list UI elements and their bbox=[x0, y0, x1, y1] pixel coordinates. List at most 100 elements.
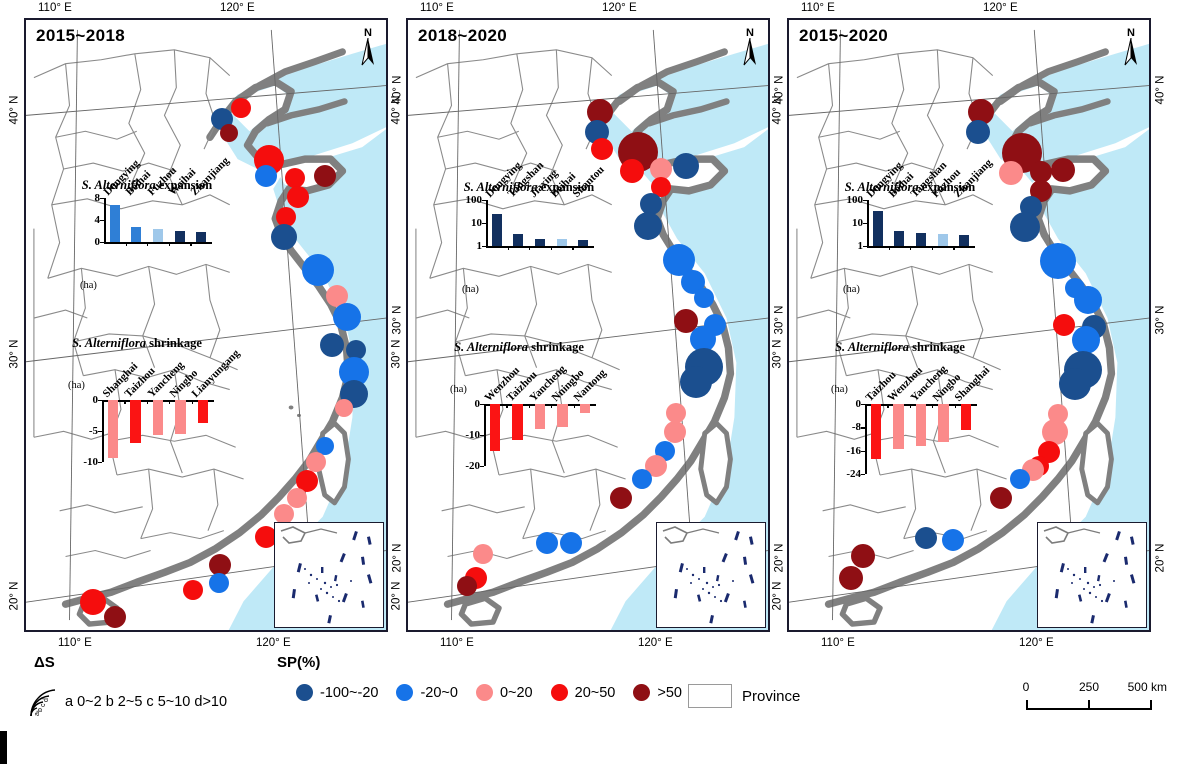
change-marker bbox=[560, 532, 582, 554]
sp-legend-swatch bbox=[475, 684, 493, 701]
change-marker bbox=[333, 303, 361, 331]
lat-label-right-40n: 40° N bbox=[1154, 75, 1167, 105]
y-tickmark bbox=[480, 435, 484, 437]
y-unit-label: (ha) bbox=[450, 384, 467, 395]
change-marker bbox=[209, 554, 231, 576]
y-tickmark bbox=[98, 462, 102, 464]
expansion-chart: S. Alterniflora expansion Dongying Beihai… bbox=[841, 157, 994, 295]
bar-shanghai bbox=[960, 404, 971, 431]
change-marker bbox=[255, 526, 277, 548]
lat-label-right-20n: 20° N bbox=[1154, 543, 1167, 573]
change-marker bbox=[851, 544, 875, 568]
change-marker bbox=[999, 161, 1023, 185]
y-unit-label: (ha) bbox=[80, 280, 97, 291]
y-tickmark bbox=[480, 404, 484, 406]
y-axis bbox=[104, 198, 106, 242]
y-tick: 100 bbox=[465, 194, 483, 206]
map-canvas[interactable]: 2015~2020 N S. Alterniflora expansion Do… bbox=[787, 18, 1151, 632]
bar-shanghai bbox=[108, 400, 119, 459]
map-canvas[interactable]: 2015~2018 N S. Alterniflora expansion Do… bbox=[24, 18, 388, 632]
y-tick: 0 bbox=[94, 236, 101, 248]
sp-legend-swatch bbox=[550, 684, 568, 701]
sp-legend-label: >50 bbox=[657, 684, 682, 701]
change-marker bbox=[1010, 212, 1040, 242]
y-axis bbox=[102, 400, 104, 462]
scale-bar-tick-label: 250 bbox=[1078, 680, 1100, 694]
lon-label-top-left: 110° E bbox=[38, 2, 72, 14]
y-tickmark bbox=[861, 450, 865, 453]
y-axis bbox=[867, 200, 869, 246]
change-marker bbox=[104, 606, 126, 628]
y-tickmark bbox=[863, 200, 867, 202]
change-marker bbox=[296, 470, 318, 492]
shrinkage-chart: S. Alterniflora shrinkage Shanghai Taizho… bbox=[66, 336, 242, 468]
change-marker bbox=[457, 576, 477, 596]
plot-area: 0 -10 -20 bbox=[465, 398, 596, 472]
south-china-sea-inset bbox=[1037, 522, 1147, 628]
y-tick: -24 bbox=[846, 468, 861, 480]
lat-label-left-20n: 20° N bbox=[771, 581, 784, 611]
bar-beihai bbox=[894, 230, 905, 246]
change-marker bbox=[673, 153, 699, 179]
map-canvas[interactable]: 2018~2020 N S. Alterniflora expansion Do… bbox=[406, 18, 770, 632]
bar-yancheng bbox=[534, 404, 546, 429]
lat-label-left-40n: 40° N bbox=[771, 95, 784, 125]
plot-area: 1 10 100 bbox=[847, 194, 975, 252]
y-tick: 8 bbox=[94, 192, 101, 204]
y-tick: 100 bbox=[846, 194, 864, 206]
y-tickmark bbox=[482, 200, 486, 202]
y-tickmark bbox=[863, 246, 867, 248]
bar-shantou bbox=[578, 240, 589, 246]
change-marker bbox=[335, 399, 353, 417]
change-marker bbox=[942, 529, 964, 551]
y-tickmark bbox=[861, 474, 865, 476]
chart-title: S. Alterniflora expansion bbox=[81, 178, 213, 192]
plot-area: 0 -8 -16 -24 bbox=[846, 398, 977, 480]
sp-legend-item: -20~0 bbox=[396, 684, 458, 701]
change-marker bbox=[966, 120, 990, 144]
bar-fuzhou bbox=[153, 228, 163, 242]
bar-wenzhou bbox=[490, 404, 501, 451]
y-unit-label: (ha) bbox=[843, 284, 860, 295]
bar-beihai bbox=[131, 227, 142, 242]
y-tickmark bbox=[480, 466, 484, 468]
sp-legend-label: -20~0 bbox=[420, 684, 458, 701]
sp-legend-item: >50 bbox=[633, 684, 682, 701]
y-tick: -5 bbox=[88, 425, 98, 437]
chart-title: S. Alterniflora shrinkage bbox=[835, 340, 965, 354]
svg-text:a: a bbox=[34, 712, 41, 716]
y-tick: 10 bbox=[471, 217, 482, 229]
bar-taizhou bbox=[871, 404, 882, 460]
change-marker bbox=[209, 573, 229, 593]
lon-label-top-right: 120° E bbox=[602, 2, 637, 14]
y-axis bbox=[865, 404, 867, 474]
province-label: Province bbox=[742, 687, 801, 705]
panel-2018-2020: 2018~2020 N S. Alterniflora expansion Do… bbox=[390, 2, 785, 649]
north-arrow-icon bbox=[1124, 37, 1137, 66]
page-corner-mark bbox=[0, 731, 7, 764]
y-unit-label: (ha) bbox=[68, 380, 85, 391]
bar-fuzhou bbox=[937, 234, 948, 246]
change-marker bbox=[287, 488, 307, 508]
change-marker bbox=[620, 159, 644, 183]
change-marker bbox=[666, 403, 686, 423]
sp-legend-item: 20~50 bbox=[550, 684, 615, 701]
lat-label-left-20n: 20° N bbox=[8, 581, 21, 611]
sp-legend-item: 0~20 bbox=[475, 684, 533, 701]
south-china-sea-inset bbox=[274, 522, 384, 628]
north-arrow: N bbox=[742, 28, 758, 71]
lon-label-bottom-right: 120° E bbox=[256, 637, 291, 649]
change-marker bbox=[255, 165, 277, 187]
change-marker bbox=[680, 366, 712, 398]
y-tick: 4 bbox=[94, 214, 101, 226]
lon-label-top-left: 110° E bbox=[420, 2, 454, 14]
change-marker bbox=[634, 212, 662, 240]
panel-title: 2018~2020 bbox=[418, 26, 508, 45]
x-axis bbox=[104, 242, 212, 244]
change-marker bbox=[664, 421, 686, 443]
lat-label-left-40n: 40° N bbox=[8, 95, 21, 125]
sp-legend-label: -100~-20 bbox=[320, 684, 379, 701]
bar-wenzhou bbox=[893, 404, 904, 450]
bar-yancheng bbox=[152, 400, 164, 436]
scale-bar-tick-label: 0 bbox=[1022, 680, 1030, 694]
